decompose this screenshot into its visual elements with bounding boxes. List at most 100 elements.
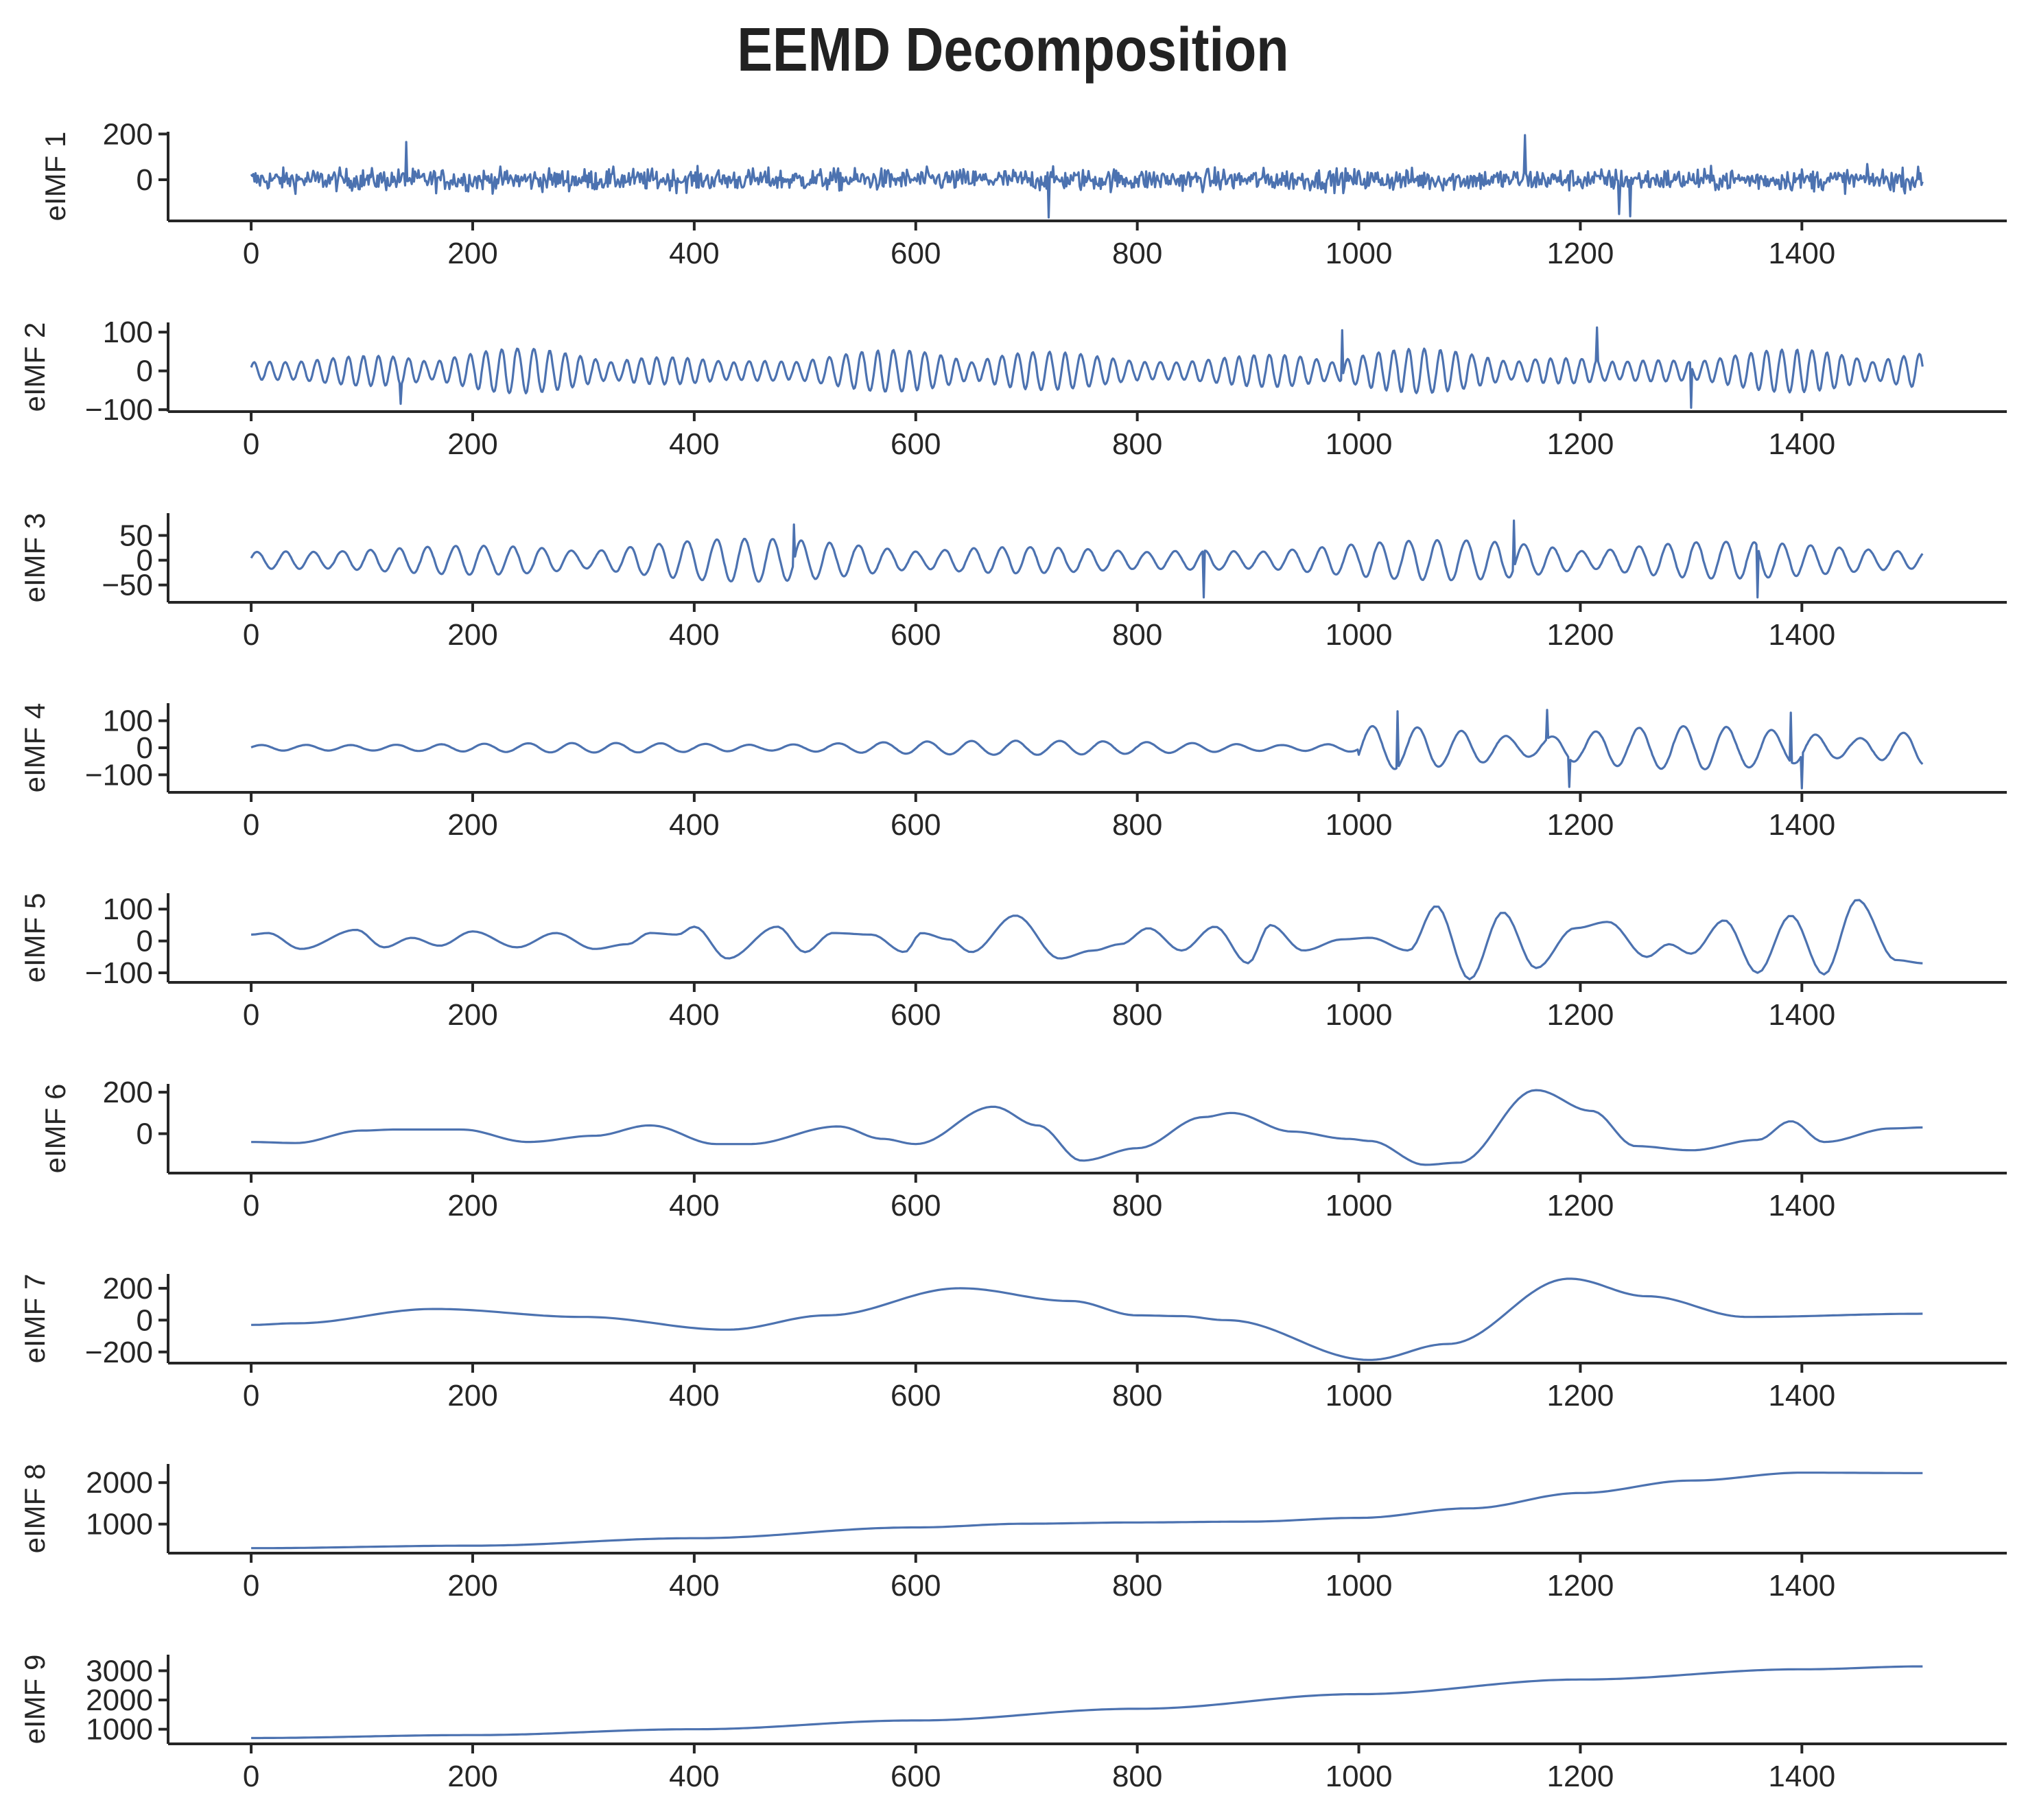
y-tick-label: −50 [102,569,153,602]
x-tick-label: 0 [243,618,259,652]
series-line-2 [250,326,1924,409]
x-tick-label: 1200 [1546,998,1614,1032]
y-tick-label: 3000 [86,1654,153,1688]
x-tick-label: 400 [669,427,719,461]
y-tick-label: 200 [103,1272,153,1305]
y-tick-label: 0 [137,925,153,958]
series-line-9 [251,1665,1923,1740]
x-tick-label: 0 [243,237,259,270]
y-tick-label: 2000 [86,1466,153,1500]
x-tick-label: 0 [243,427,259,461]
x-tick-label: 800 [1112,618,1162,652]
y-tick-label: −100 [85,758,153,792]
series-line-1 [250,134,1924,219]
x-tick-label: 0 [243,1189,259,1222]
x-tick-label: 800 [1112,1379,1162,1413]
x-tick-label: 1400 [1768,1189,1835,1222]
y-axis-label: eIMF 9 [19,1655,51,1745]
x-tick-label: 1000 [1326,237,1393,270]
x-tick-label: 800 [1112,1760,1162,1793]
x-tick-label: 600 [891,427,941,461]
y-tick-label: 0 [137,1303,153,1337]
x-tick-label: 600 [891,1760,941,1793]
y-axis-label: eIMF 1 [39,132,71,222]
x-tick-label: 200 [447,237,497,270]
y-tick-label: 0 [137,163,153,197]
y-tick-label: 200 [103,1076,153,1109]
y-tick-label: 0 [137,544,153,578]
x-tick-label: 200 [447,618,497,652]
y-tick-label: 100 [103,705,153,738]
x-tick-label: 600 [891,1379,941,1413]
panel-8: 1000 2000 0 200 400 600 800 1000 1200 1400 eIMF 8 [19,1464,2007,1603]
x-tick-label: 1000 [1326,1379,1393,1413]
x-tick-label: 400 [669,618,719,652]
y-tick-label: 200 [103,117,153,151]
y-tick-label: 100 [103,316,153,349]
y-tick-label: 2000 [86,1683,153,1717]
x-tick-label: 200 [447,1760,497,1793]
x-tick-label: 1200 [1546,237,1614,270]
series-line-7 [251,1277,1923,1361]
y-axis-label: eIMF 8 [19,1464,51,1554]
y-axis-label: eIMF 6 [39,1084,71,1174]
x-tick-label: 1400 [1768,1379,1835,1413]
x-tick-label: 1000 [1326,427,1393,461]
y-tick-label: −100 [85,956,153,990]
x-tick-label: 1400 [1768,808,1835,842]
x-tick-label: 400 [669,1189,719,1222]
x-tick-label: 800 [1112,1189,1162,1222]
y-tick-label: 50 [119,519,153,553]
x-tick-label: 200 [447,1569,497,1603]
x-tick-label: 1400 [1768,237,1835,270]
x-tick-label: 1000 [1326,1569,1393,1603]
x-tick-label: 600 [891,998,941,1032]
x-tick-label: 600 [891,618,941,652]
x-tick-label: 200 [447,808,497,842]
series-line-5 [251,899,1923,981]
x-tick-label: 1200 [1546,1379,1614,1413]
x-tick-label: 1000 [1326,998,1393,1032]
series-line-4 [250,709,1924,790]
x-tick-label: 200 [447,1379,497,1413]
x-tick-label: 1200 [1546,427,1614,461]
y-tick-label: 0 [137,1118,153,1151]
y-tick-label: 1000 [86,1508,153,1541]
x-tick-label: 400 [669,808,719,842]
x-tick-label: 400 [669,1569,719,1603]
y-tick-label: 0 [137,355,153,388]
x-tick-label: 800 [1112,427,1162,461]
x-tick-label: 1400 [1768,1760,1835,1793]
x-tick-label: 400 [669,1760,719,1793]
x-tick-label: 1000 [1326,1760,1393,1793]
x-tick-label: 200 [447,427,497,461]
series-line-8 [251,1472,1923,1550]
x-tick-label: 0 [243,1569,259,1603]
y-axis-label: eIMF 2 [19,322,51,412]
y-tick-label: −100 [85,393,153,427]
x-tick-label: 1400 [1768,618,1835,652]
y-axis-label: eIMF 4 [19,703,51,793]
x-tick-label: 0 [243,998,259,1032]
x-tick-label: 1200 [1546,1760,1614,1793]
x-tick-label: 1400 [1768,998,1835,1032]
x-tick-label: 200 [447,1189,497,1222]
x-tick-label: 200 [447,998,497,1032]
y-axis-label: eIMF 5 [19,893,51,983]
x-tick-label: 600 [891,237,941,270]
y-tick-label: 100 [103,893,153,926]
x-tick-label: 400 [669,237,719,270]
x-tick-label: 1000 [1326,808,1393,842]
y-axis-label: eIMF 7 [19,1274,51,1364]
x-tick-label: 800 [1112,998,1162,1032]
x-tick-label: 400 [669,998,719,1032]
x-tick-label: 600 [891,808,941,842]
series-line-6 [251,1089,1923,1166]
y-tick-label: 0 [137,731,153,765]
series-line-3 [250,519,1924,599]
x-tick-label: 400 [669,1379,719,1413]
